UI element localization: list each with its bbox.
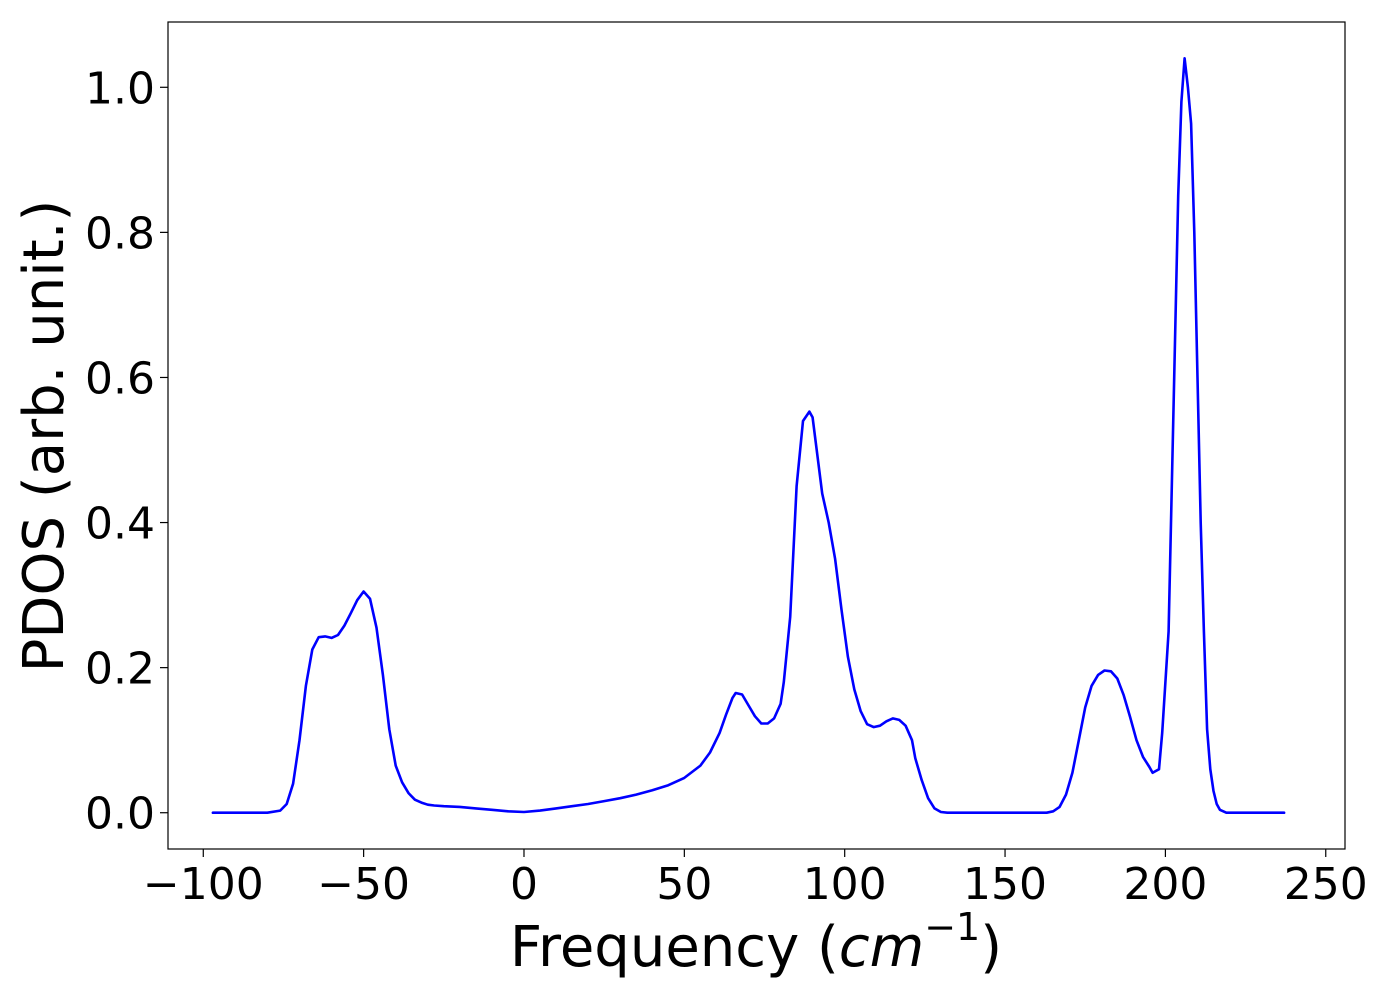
x-tick-label: 100 — [803, 859, 887, 910]
x-axis-title-prefix: Frequency ( — [510, 915, 839, 980]
y-axis-title: PDOS (arb. unit.) — [12, 200, 77, 673]
y-tick-label: 0.8 — [85, 208, 155, 259]
y-tick-label: 1.0 — [85, 63, 155, 114]
x-tick-label: −50 — [317, 859, 410, 910]
y-tick-label: 0.2 — [85, 644, 155, 695]
y-tick-label: 0.0 — [85, 789, 155, 840]
x-tick-label: 50 — [656, 859, 712, 910]
y-tick-label: 0.4 — [85, 499, 155, 550]
series-layer — [211, 56, 1286, 815]
y-tick-label: 0.6 — [85, 353, 155, 404]
x-axis-title: Frequency (cm−1) — [510, 905, 1002, 980]
pdos-series-line — [211, 56, 1286, 815]
y-axis-ticks: 0.0 0.2 0.4 0.6 0.8 1.0 — [85, 63, 168, 840]
x-axis-title-unit: cm — [839, 915, 924, 980]
x-tick-label: 200 — [1123, 859, 1207, 910]
x-axis-title-suffix: ) — [980, 915, 1002, 980]
x-tick-label: 150 — [963, 859, 1047, 910]
x-tick-label: −100 — [143, 859, 264, 910]
x-tick-label: 250 — [1284, 859, 1368, 910]
x-axis-title-superscript: −1 — [924, 905, 980, 949]
plot-area-frame — [167, 21, 1346, 850]
x-tick-label: 0 — [510, 859, 538, 910]
x-axis-ticks: −100 −50 0 50 100 150 200 250 — [143, 849, 1368, 910]
